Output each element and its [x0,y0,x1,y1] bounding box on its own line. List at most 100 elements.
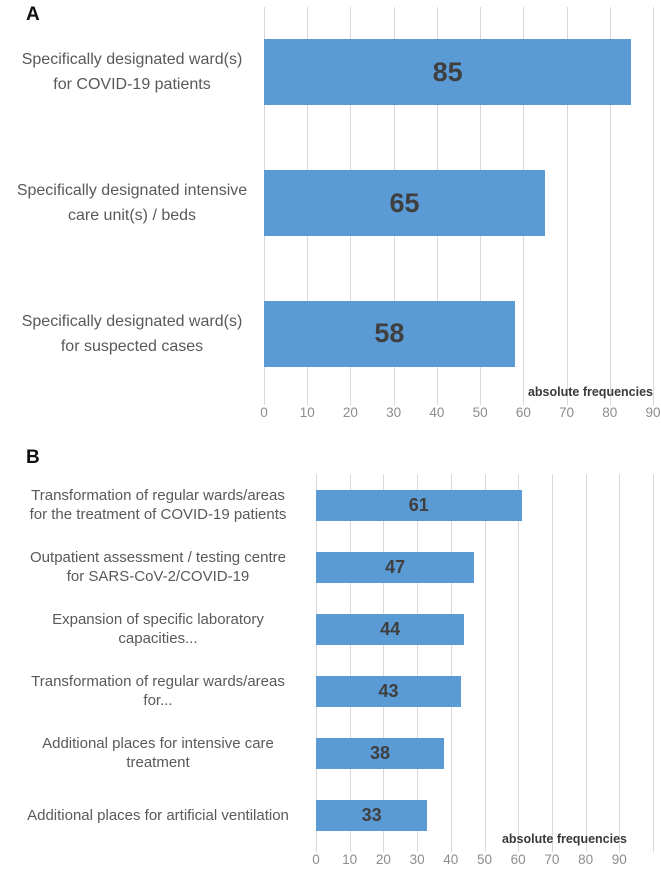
category-label-line: Specifically designated ward(s) [21,312,243,330]
category-label-line: Outpatient assessment / testing centre [30,549,286,566]
bar-value-label: 38 [370,742,391,763]
x-tick-label: 20 [342,405,358,420]
category-label: Expansion of specific laboratory capaciti… [0,598,316,660]
tick-mark [383,846,385,852]
category-axis: Transformation of regular wards/areas for… [0,474,316,846]
x-tick-label: 70 [544,852,560,867]
bar-row: 61 [316,474,653,536]
bar: 47 [316,551,475,583]
panel-letter: A [26,4,40,25]
bar-row: 44 [316,598,653,660]
bar-value-label: 85 [432,56,463,87]
category-label-line: care unit(s) / beds [67,207,197,224]
x-axis-title: absolute frequencies [501,832,627,846]
x-tick-label: 30 [386,405,402,420]
bar-row: 58 [264,268,653,399]
bar-row: 38 [316,722,653,784]
bar: 44 [316,613,465,645]
tick-mark [480,399,482,405]
tick-mark [518,846,520,852]
bar: 38 [316,737,445,769]
x-tick-label: 10 [342,852,358,867]
tick-mark [585,846,587,852]
tick-mark [484,846,486,852]
tick-mark [523,399,525,405]
x-tick-label: 70 [559,405,575,420]
bar-value-label: 44 [380,618,401,639]
panel-letter: B [26,447,40,468]
category-label-line: Additional places for artificial ventila… [27,806,289,824]
bars-area: 85 65 58 [264,7,653,399]
gridline [316,474,317,846]
category-label-line: for SARS-CoV-2/COVID-19 [66,568,250,585]
category-label: Additional places for intensive care trea… [0,722,316,784]
category-label: Specifically designated ward(s) for COVID… [0,7,264,138]
category-axis: Specifically designated ward(s) for COVID… [0,7,264,399]
plot-area: 61 47 44 43 38 33 [316,474,654,846]
x-tick-label: 60 [510,852,526,867]
x-tick-label: 80 [602,405,618,420]
category-label: Transformation of regular wards/areas for… [0,474,316,536]
gridline [551,474,553,846]
gridline [653,7,654,399]
tick-mark [264,399,265,405]
category-label-line: for the treatment of COVID-19 patients [29,506,287,523]
gridline [518,474,520,846]
bar-row: 85 [264,7,653,138]
bar-value-label: 47 [385,556,406,577]
x-tick-label: 80 [578,852,594,867]
category-label-line: Transformation of regular wards/areas [31,673,285,690]
tick-mark [350,399,352,405]
bar-row: 47 [316,536,653,598]
tick-mark [307,399,309,405]
bar-value-label: 43 [378,680,399,701]
tick-mark [349,846,351,852]
tick-mark [653,846,654,852]
bar: 33 [316,799,428,831]
x-tick-label: 10 [299,405,315,420]
category-label-line: for suspected cases [60,337,204,355]
bar-row: 33 [316,784,653,846]
x-tick-label: 90 [645,405,661,420]
panel-a: A Specifically designated ward(s) for COV… [0,0,661,428]
x-axis: absolute frequencies 0 10 20 30 40 50 60 70 80 90 [312,832,654,873]
gridline [619,474,621,846]
bar: 61 [316,489,522,521]
category-label: Additional places for artificial ventila… [0,784,316,846]
gridline [450,474,452,846]
category-label-line: Specifically designated ward(s) [21,51,243,69]
x-tick-label: 90 [611,852,627,867]
x-tick-label: 0 [260,405,268,420]
tick-mark [653,399,654,405]
plot-area: 85 65 58 [264,7,654,399]
category-label-line: Transformation of regular wards/areas [31,487,285,504]
x-axis: absolute frequencies 0 10 20 30 40 50 60 70 80 90 [260,385,660,427]
bar-value-label: 65 [389,187,420,218]
tick-mark [619,846,621,852]
x-tick-label: 50 [476,852,493,867]
category-label-line: Additional places for intensive care [42,735,274,752]
bar: 85 [264,39,632,106]
bar-value-label: 33 [361,804,382,825]
bar-value-label: 61 [408,494,429,515]
gridline [609,7,611,399]
gridline [383,474,385,846]
x-axis-title: absolute frequencies [527,385,653,399]
bar-value-label: 58 [374,318,405,349]
gridline [585,474,587,846]
tick-mark [393,399,395,405]
x-tick-label: 30 [409,852,425,867]
x-tick-label: 50 [472,405,488,420]
category-label-line: for COVID-19 patients [53,76,211,94]
category-label-line: treatment [126,754,190,771]
tick-mark [566,399,568,405]
x-tick-label: 40 [429,405,445,420]
bars-area: 61 47 44 43 38 33 [316,474,653,846]
tick-mark [436,399,438,405]
tick-mark [450,846,452,852]
category-label: Specifically designated ward(s) for suspe… [0,268,264,399]
category-label: Specifically designated intensive care un… [0,138,264,269]
bar: 58 [264,300,515,367]
tick-mark [551,846,553,852]
